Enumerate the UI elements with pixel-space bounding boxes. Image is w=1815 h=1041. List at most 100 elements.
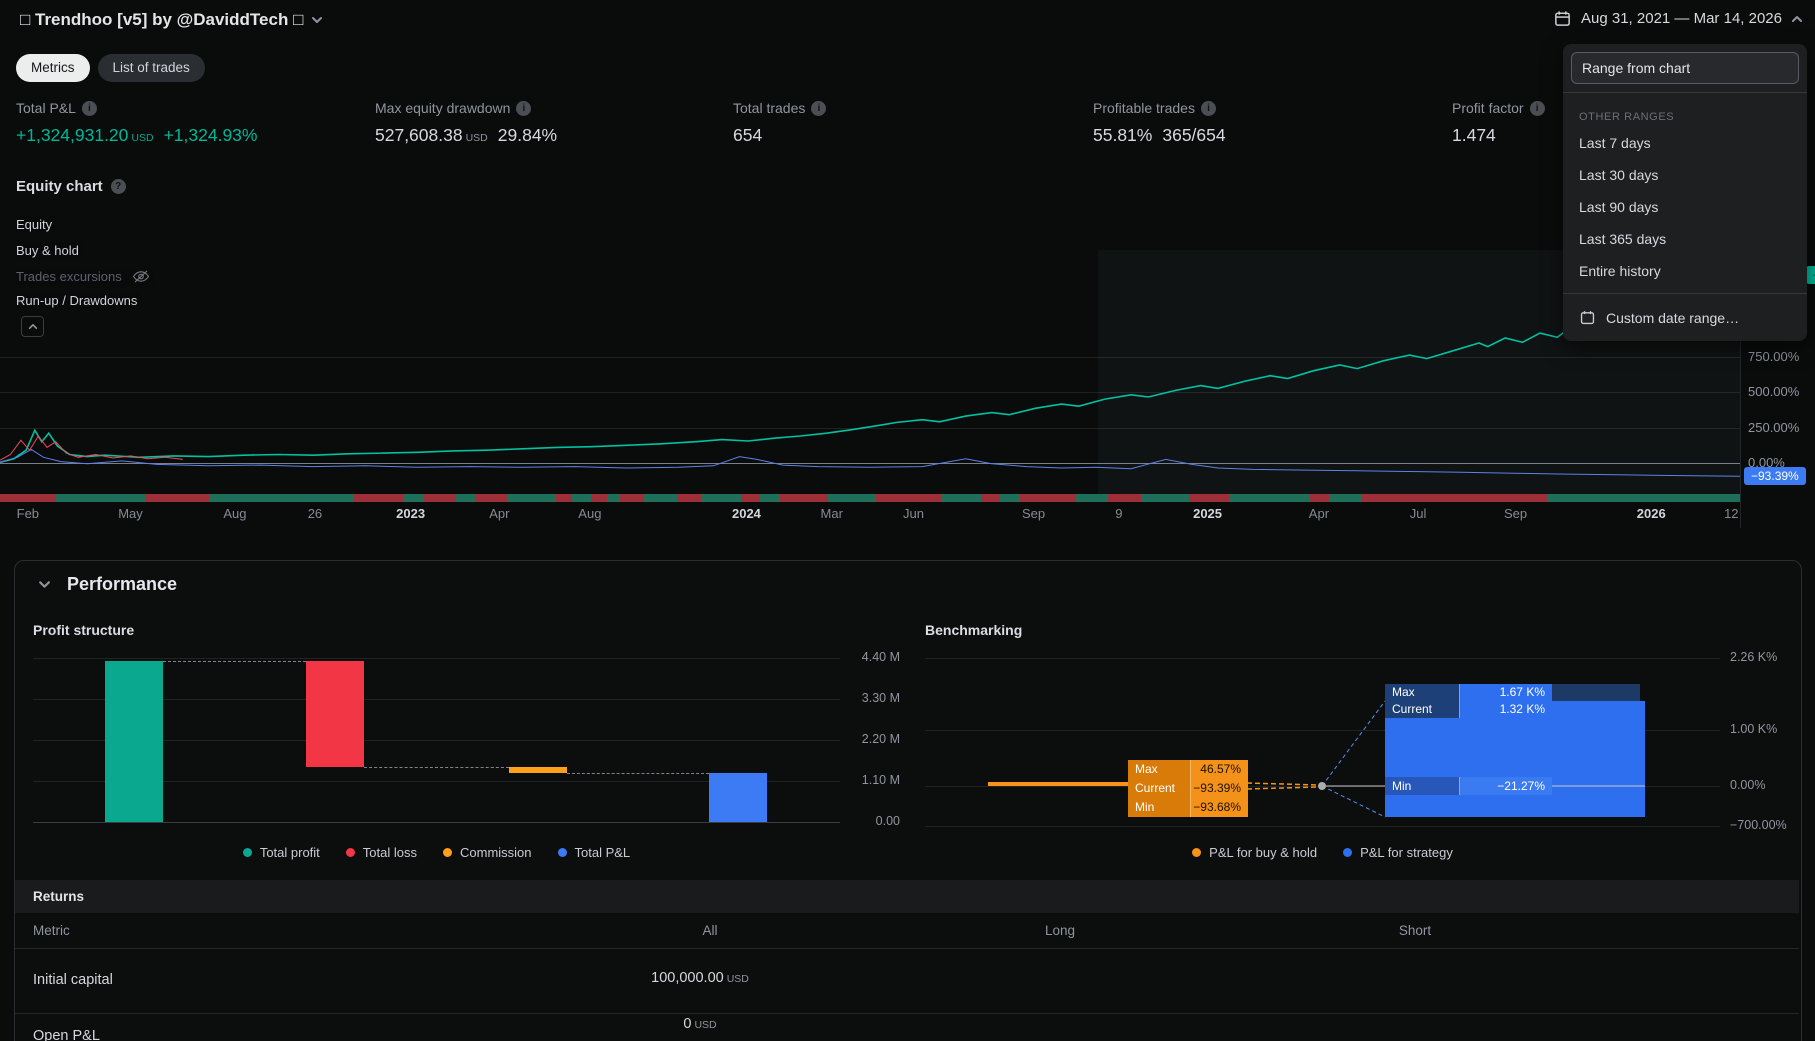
legend-dot-icon <box>443 848 452 857</box>
profit-structure-axis: 4.40 M 3.30 M 2.20 M 1.10 M 0.00 <box>845 650 905 830</box>
gridline <box>925 825 1720 827</box>
dropdown-item-custom-date-range[interactable]: Custom date range… <box>1563 300 1807 335</box>
metric-total-pnl: Total P&L i +1,324,931.20 USD +1,324.93% <box>16 100 258 145</box>
performance-header[interactable]: Performance <box>38 574 177 595</box>
value-axis-label: 0.00% <box>1730 778 1766 792</box>
trade-segment <box>1108 494 1141 502</box>
benchmarking-axis: 2.26 K% 1.00 K% 0.00% −700.00% <box>1730 650 1810 835</box>
legend-item[interactable]: P&L for strategy <box>1343 845 1453 860</box>
legend-runup-drawdowns[interactable]: Run-up / Drawdowns <box>16 292 142 309</box>
tab-list-of-trades[interactable]: List of trades <box>97 54 205 82</box>
legend-equity[interactable]: Equity <box>16 216 57 233</box>
legend-item[interactable]: P&L for buy & hold <box>1192 845 1317 860</box>
time-axis-label: 26 <box>307 506 323 521</box>
value-axis-label: 1.00 K% <box>1730 721 1778 736</box>
value-axis-label: 3.30 M <box>861 691 900 705</box>
dropdown-item-entire-history[interactable]: Entire history <box>1579 263 1661 279</box>
gridline <box>33 658 840 659</box>
help-icon[interactable]: ? <box>110 179 126 194</box>
dropdown-item-last-365-days[interactable]: Last 365 days <box>1579 231 1667 247</box>
returns-row-value: 0 USD <box>683 1016 717 1032</box>
legend-item[interactable]: Total loss <box>345 845 417 860</box>
legend-item[interactable]: Total P&L <box>557 845 630 860</box>
gridline <box>0 463 1740 464</box>
bar-total-p-l <box>709 772 767 822</box>
info-icon[interactable]: i <box>516 100 532 116</box>
price-axis-label: 0.00% <box>1748 455 1785 470</box>
time-axis-label: Mar <box>820 506 843 521</box>
equity-price-axis[interactable]: 750.00% 500.00% 250.00% 0.00%−93.39% +1,324.… <box>1740 250 1815 500</box>
strategy-title: □ Trendhoo [v5] by @DaviddTech □ <box>20 10 304 29</box>
trade-segment <box>455 494 476 502</box>
legend-trades-excursions[interactable]: Trades excursions <box>16 268 154 285</box>
dropdown-item-range-from-chart[interactable]: Range from chart <box>1571 52 1799 84</box>
trade-direction-strip <box>0 494 1740 502</box>
time-axis-label: 2024 <box>731 506 761 521</box>
eye-slash-icon[interactable] <box>132 269 150 284</box>
gridline <box>0 392 1740 393</box>
metric-label: Total P&L <box>16 100 76 116</box>
time-axis-label: Jun <box>903 506 924 521</box>
time-axis-label: Feb <box>16 506 40 521</box>
trade-segment <box>1309 494 1330 502</box>
time-axis-label: Sep <box>1021 506 1046 521</box>
time-axis-label: 2023 <box>396 506 426 521</box>
buyhold-stat-min: Min −93.68% <box>1128 798 1248 817</box>
trade-segment <box>676 494 701 502</box>
gridline <box>33 781 840 782</box>
trade-segment <box>1546 494 1740 502</box>
collapse-legend-button[interactable] <box>21 316 44 337</box>
trade-segment <box>0 494 57 502</box>
legend-dot-icon <box>1192 848 1202 857</box>
gridline <box>33 699 840 700</box>
buyhold-stat-max: Max 46.57% <box>1128 760 1248 779</box>
equity-chart-plot[interactable] <box>0 250 1740 500</box>
dropdown-item-last-90-days[interactable]: Last 90 days <box>1579 199 1659 215</box>
time-axis-label: 9 <box>1115 506 1123 521</box>
equity-chart-title: Equity chart? <box>16 178 126 195</box>
legend-buy-and-hold[interactable]: Buy & hold <box>16 242 83 259</box>
equity-time-axis[interactable]: Feb May Aug 26 2023 Apr Aug 2024 Mar Jun Sep 9 2025 A… <box>0 502 1740 526</box>
trade-segment <box>402 494 424 502</box>
trade-segment <box>981 494 1001 502</box>
trade-segment <box>145 494 210 502</box>
trade-segment <box>1000 494 1020 502</box>
legend-item[interactable]: Commission <box>443 845 532 860</box>
info-icon[interactable]: i <box>81 100 97 116</box>
dropdown-item-last-7-days[interactable]: Last 7 days <box>1579 135 1651 151</box>
trade-segment <box>607 494 621 502</box>
legend-dot-icon <box>345 848 355 857</box>
info-icon[interactable]: i <box>811 100 827 116</box>
trade-segment <box>475 494 508 502</box>
dropdown-item-last-30-days[interactable]: Last 30 days <box>1579 167 1659 183</box>
time-axis-label: Apr <box>1308 506 1330 521</box>
strategy-title-row[interactable]: □ Trendhoo [v5] by @DaviddTech □ <box>20 10 323 30</box>
info-icon[interactable]: i <box>1200 100 1216 116</box>
time-axis-label: 2025 <box>1193 506 1223 521</box>
date-range-dropdown: Range from chart OTHER RANGES Last 7 day… <box>1563 44 1807 341</box>
trade-segment <box>571 494 592 502</box>
waterfall-connector <box>567 772 709 774</box>
date-range-button[interactable]: Aug 31, 2021 — Mar 14, 2026 <box>1553 9 1803 28</box>
gridline <box>33 822 840 823</box>
buy-hold-range-line <box>988 782 1128 786</box>
metric-label: Max equity drawdown <box>375 100 511 116</box>
metric-profitable-trades: Profitable trades i 55.81% 365/654 <box>1093 100 1226 145</box>
time-axis-label: Aug <box>223 506 247 521</box>
metric-max-drawdown: Max equity drawdown i 527,608.38 USD 29.84% <box>375 100 558 145</box>
bar-commission <box>509 767 567 773</box>
profit-structure-legend: Total profit Total loss Commission Total P&… <box>33 845 840 860</box>
date-range-label: Aug 31, 2021 — Mar 14, 2026 <box>1581 10 1782 27</box>
strategy-range-area <box>1385 701 1645 817</box>
returns-col-short: Short <box>1398 923 1432 938</box>
returns-section-header[interactable]: Returns <box>15 880 1799 913</box>
dropdown-section-label: OTHER RANGES <box>1579 111 1675 123</box>
tab-metrics[interactable]: Metrics <box>16 54 90 82</box>
trade-segment <box>591 494 608 502</box>
value-axis-label: 4.40 M <box>861 650 900 664</box>
returns-col-metric: Metric <box>33 923 70 938</box>
legend-item[interactable]: Total profit <box>242 845 320 860</box>
price-axis-label: 500.00% <box>1748 384 1800 399</box>
info-icon[interactable]: i <box>1529 100 1545 116</box>
